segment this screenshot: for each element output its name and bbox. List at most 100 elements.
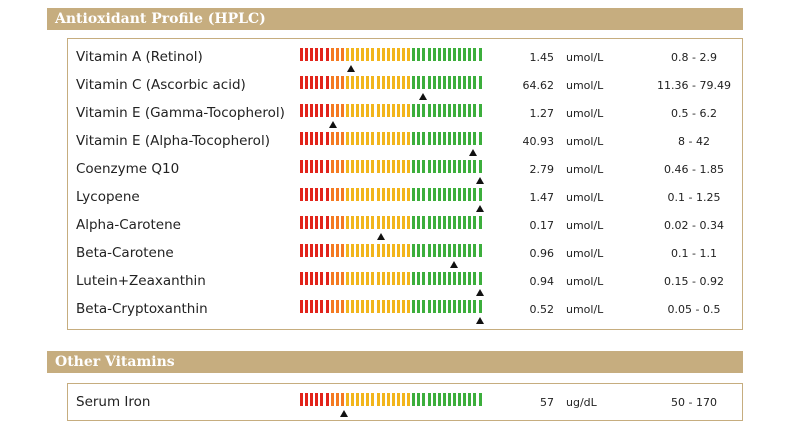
level-bar-segment	[468, 132, 472, 145]
level-bar-segment	[473, 48, 477, 61]
level-bar-segment	[345, 132, 349, 145]
level-bar-segment	[437, 393, 441, 406]
level-bar-segment	[402, 300, 405, 313]
level-bar-segment	[325, 104, 329, 117]
level-bar-segment	[356, 132, 360, 145]
level-bar-segment	[442, 393, 446, 406]
level-bar-segment	[366, 393, 370, 406]
level-bar-segment	[335, 160, 339, 173]
level-bar-segment	[361, 104, 365, 117]
level-bar-segment	[396, 76, 400, 89]
level-bar-segment	[315, 48, 319, 61]
level-bar-segment	[447, 104, 451, 117]
level-bar-segment	[453, 76, 456, 89]
level-bar-segment	[422, 76, 426, 89]
level-bar	[300, 244, 484, 258]
level-bar-segment	[417, 300, 421, 313]
level-bar-segment	[371, 132, 375, 145]
level-bar-segment	[371, 188, 375, 201]
level-bar-segment	[381, 48, 385, 61]
level-bar-segment	[386, 104, 390, 117]
level-bar-segment	[432, 76, 436, 89]
level-marker-icon	[468, 149, 477, 156]
level-bar-segment	[381, 76, 385, 89]
level-bar-segment	[427, 76, 431, 89]
level-bar-segment	[351, 244, 354, 257]
level-bar-segment	[340, 76, 344, 89]
level-bar-segment	[361, 48, 365, 61]
level-bar-segment	[320, 104, 324, 117]
level-bar-segment	[381, 216, 385, 229]
level-bar-segment	[335, 244, 339, 257]
level-bar-segment	[458, 244, 462, 257]
level-bar	[300, 216, 484, 230]
level-bar-segment	[305, 188, 309, 201]
level-bar-segment	[447, 300, 451, 313]
level-bar-segment	[463, 272, 467, 285]
result-unit: ug/dL	[566, 396, 597, 409]
level-bar-segment	[356, 272, 360, 285]
level-marker-icon	[475, 289, 484, 296]
level-bar-segment	[463, 104, 467, 117]
level-bar-segment	[417, 216, 421, 229]
level-bar-segment	[478, 48, 482, 61]
level-bar-segment	[361, 132, 365, 145]
level-bar-segment	[356, 104, 360, 117]
level-bar-segment	[407, 104, 411, 117]
result-value: 40.93	[522, 135, 555, 148]
level-bar-segment	[427, 132, 431, 145]
level-bar-segment	[310, 216, 314, 229]
level-bar-segment	[351, 76, 354, 89]
level-bar-segment	[427, 216, 431, 229]
level-bar-segment	[391, 160, 395, 173]
level-bar-segment	[376, 300, 380, 313]
level-bar-segment	[432, 132, 436, 145]
level-bar-segment	[330, 272, 334, 285]
level-bar-segment	[340, 272, 344, 285]
level-bar-segment	[458, 188, 462, 201]
level-bar-segment	[356, 188, 360, 201]
level-bar-segment	[447, 272, 451, 285]
level-bar-segment	[453, 160, 456, 173]
level-bar-segment	[300, 393, 303, 406]
level-bar-segment	[396, 300, 400, 313]
level-bar-segment	[356, 48, 360, 61]
level-bar-segment	[381, 300, 385, 313]
level-bar-segment	[325, 216, 329, 229]
level-bar-segment	[463, 48, 467, 61]
level-bar-segment	[453, 393, 456, 406]
level-bar-segment	[345, 188, 349, 201]
level-bar-segment	[422, 393, 426, 406]
table-row: Beta-Carotene 0.96 umol/L 0.1 - 1.1	[68, 240, 742, 268]
level-bar-segment	[330, 132, 334, 145]
level-bar-segment	[391, 132, 395, 145]
table-row: Beta-Cryptoxanthin 0.52 umol/L 0.05 - 0.5	[68, 296, 742, 324]
level-bar-segment	[468, 104, 472, 117]
level-bar-segment	[371, 48, 375, 61]
level-bar-segment	[366, 104, 370, 117]
level-bar-segment	[376, 76, 380, 89]
level-bar-segment	[422, 300, 426, 313]
level-bar-segment	[442, 76, 446, 89]
analyte-name: Vitamin E (Alpha-Tocopherol)	[76, 133, 270, 149]
level-bar-segment	[345, 244, 349, 257]
level-bar-segment	[366, 216, 370, 229]
level-bar-segment	[340, 48, 344, 61]
level-bar-segment	[468, 300, 472, 313]
level-bar-segment	[366, 188, 370, 201]
level-bar-segment	[412, 132, 416, 145]
level-bar-segment	[386, 393, 390, 406]
table-row: Vitamin C (Ascorbic acid) 64.62 umol/L 11.3…	[68, 72, 742, 100]
level-bar-segment	[412, 48, 416, 61]
level-bar-segment	[361, 393, 365, 406]
level-bar-segment	[300, 244, 303, 257]
level-bar-segment	[351, 48, 354, 61]
section-box-other-vitamins: Serum Iron 57 ug/dL 50 - 170	[67, 383, 743, 421]
level-bar-segment	[432, 160, 436, 173]
result-unit: umol/L	[566, 135, 604, 148]
level-bar-segment	[315, 188, 319, 201]
level-bar-segment	[453, 272, 456, 285]
level-bar-segment	[447, 48, 451, 61]
level-marker-icon	[450, 261, 459, 268]
level-bar-segment	[453, 48, 456, 61]
